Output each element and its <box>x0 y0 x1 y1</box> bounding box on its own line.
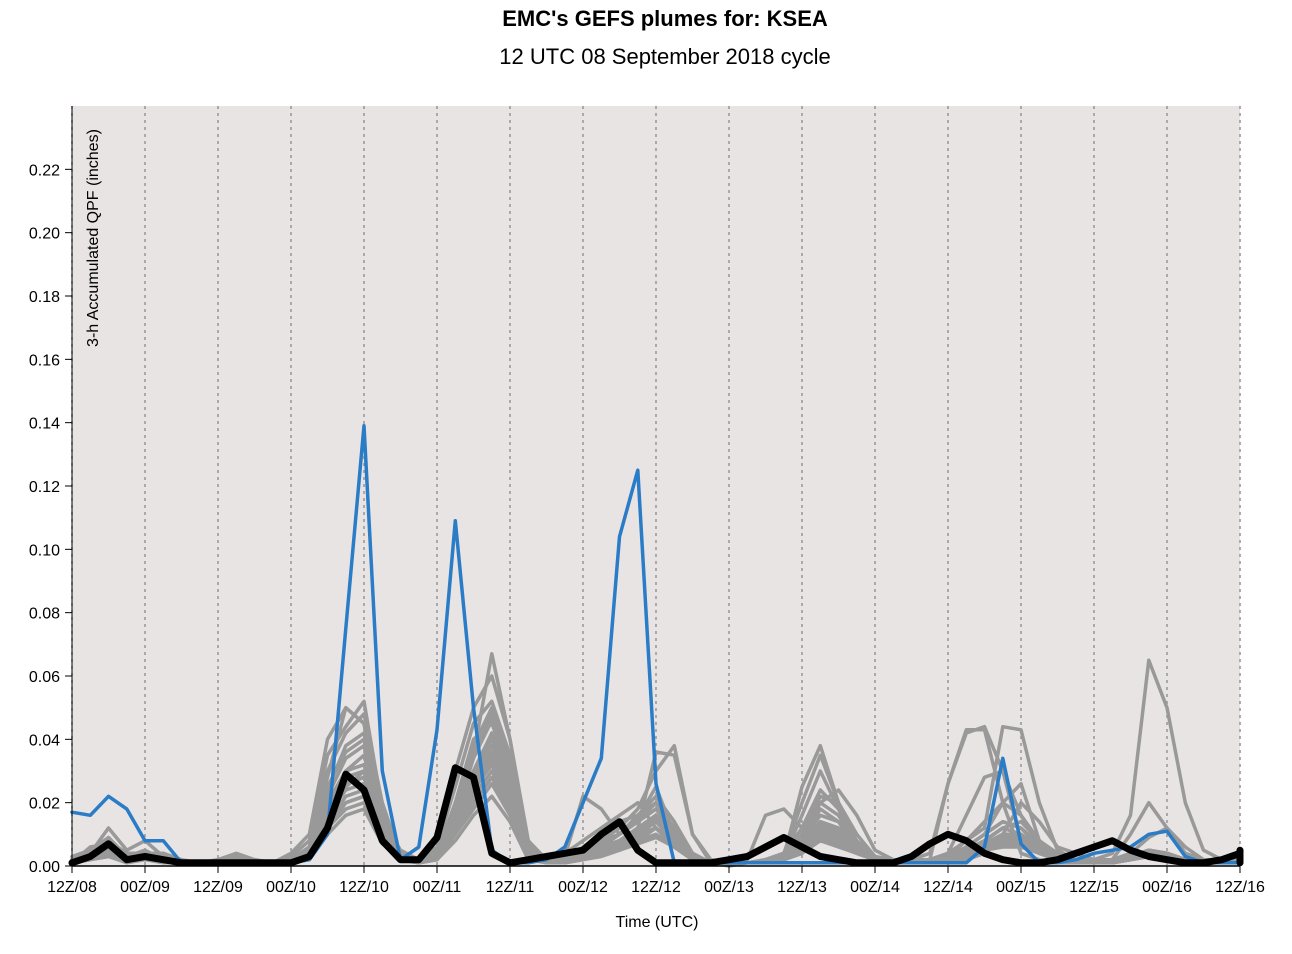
series-layer <box>68 424 1244 868</box>
x-tick-label: 00Z/12 <box>558 879 608 896</box>
x-tick-label: 12Z/15 <box>1069 879 1119 896</box>
x-tick-label: 00Z/11 <box>413 879 462 896</box>
x-tick-label: 12Z/08 <box>47 879 97 896</box>
x-tick-label: 00Z/15 <box>996 879 1046 896</box>
x-axis-label: Time (UTC) <box>616 914 699 931</box>
x-tick-label: 00Z/16 <box>1142 879 1192 896</box>
y-tick-label: 0.10 <box>29 542 60 559</box>
vertical-gridlines <box>71 106 1241 866</box>
y-tick-label: 0.22 <box>29 162 60 179</box>
x-tick-label: 00Z/09 <box>120 879 170 896</box>
x-tick-label: 00Z/10 <box>266 879 316 896</box>
x-axis: 12Z/08 00Z/09 12Z/09 00Z/10 12Z/10 00Z/11 12Z/… <box>47 865 1265 896</box>
y-tick-label: 0.08 <box>29 606 60 623</box>
y-tick-label: 0.18 <box>29 289 60 306</box>
x-tick-label: 12Z/11 <box>486 879 535 896</box>
y-axis-label: 3-h Accumulated QPF (inches) <box>85 129 102 347</box>
y-tick-label: 0.04 <box>29 732 60 749</box>
x-tick-label: 00Z/13 <box>704 879 754 896</box>
series-line-ensemble-mean <box>68 764 1244 867</box>
chart-subtitle: 12 UTC 08 September 2018 cycle <box>499 44 831 69</box>
y-tick-label: 0.02 <box>29 796 60 813</box>
y-tick-label: 0.14 <box>29 416 60 433</box>
y-tick-label: 0.16 <box>29 352 60 369</box>
y-tick-label: 0.00 <box>29 859 60 876</box>
x-tick-label: 12Z/09 <box>193 879 243 896</box>
x-tick-label: 12Z/14 <box>923 879 973 896</box>
x-tick-label: 12Z/12 <box>631 879 681 896</box>
y-axis: 0.00 0.02 0.04 0.06 0.08 0.10 0.12 0.14 0.16 0.18… <box>29 106 73 876</box>
y-tick-label: 0.06 <box>29 669 60 686</box>
y-tick-label: 0.20 <box>29 226 60 243</box>
chart-title: EMC's GEFS plumes for: KSEA <box>502 6 828 31</box>
x-tick-label: 12Z/16 <box>1215 879 1265 896</box>
x-tick-label: 12Z/10 <box>339 879 389 896</box>
y-tick-label: 0.12 <box>29 479 60 496</box>
x-tick-label: 12Z/13 <box>777 879 827 896</box>
x-tick-label: 00Z/14 <box>850 879 900 896</box>
